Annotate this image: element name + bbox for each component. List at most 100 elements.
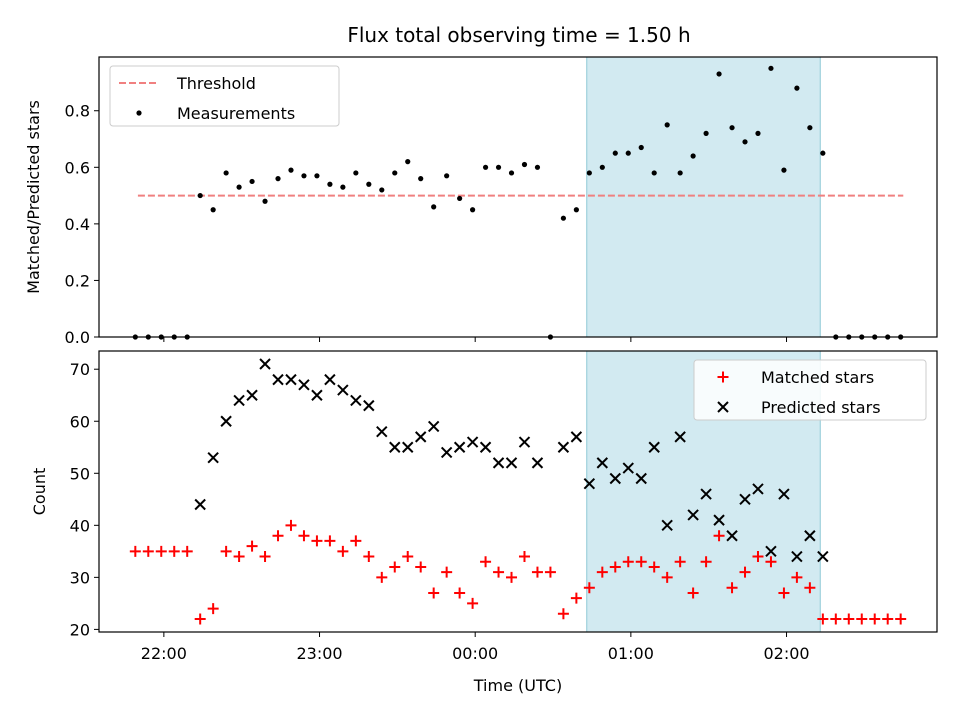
data-point [664,122,670,128]
data-point [521,161,528,168]
data-point [518,551,530,563]
data-point [495,164,502,170]
data-point [493,566,505,578]
data-point [340,184,346,190]
y-tick-label: 0.0 [65,328,90,347]
observing-window-span [586,56,821,338]
data-point [428,587,440,599]
x-tick-label: 22:00 [141,644,187,663]
y-tick-label: 40 [70,516,90,535]
x-tick-label: 00:00 [452,644,498,663]
data-point [599,164,605,170]
data-point [674,556,686,568]
data-point [794,85,800,91]
data-point [324,373,336,386]
data-point [869,613,881,625]
data-point [301,173,307,179]
data-point [752,551,764,563]
data-point [220,415,232,427]
data-point [791,550,803,563]
data-point [713,514,725,526]
data-point [479,441,492,453]
data-point [482,164,489,170]
legend-box [693,359,927,421]
data-point [700,556,712,568]
data-point [181,545,193,557]
data-point [778,488,790,500]
data-point [817,613,829,625]
data-point [197,192,203,199]
legend-plus-swatch [717,371,729,383]
data-point [350,394,362,407]
data-point [612,150,618,156]
data-point [596,566,608,578]
data-point [236,184,242,190]
axes-frame [98,350,938,633]
data-point [350,535,362,547]
data-point [661,571,673,583]
y-tick-label: 0.4 [65,215,90,234]
series-predicted-stars [194,358,829,563]
data-point [389,441,401,453]
data-point [469,207,476,213]
data-point [518,436,531,448]
data-point [700,488,712,500]
data-point [778,587,790,599]
data-point [220,545,232,557]
series-matched-stars [129,519,907,625]
x-tick-label: 01:00 [608,644,654,663]
y-tick-label: 50 [70,464,90,483]
data-point [285,519,297,531]
data-point [233,551,245,563]
legend-label: Matched stars [761,368,874,387]
data-point [648,441,660,453]
data-point [742,139,748,145]
data-point [492,457,505,469]
data-point [674,431,686,443]
data-point [389,561,401,573]
data-point [765,556,777,568]
y-tick-label: 20 [70,620,90,639]
data-point [402,441,414,453]
data-point [366,181,372,187]
data-point [142,545,154,557]
data-point [586,170,592,176]
data-point [687,587,699,599]
y-tick-label: 0.2 [65,271,90,290]
data-point [648,561,660,573]
data-point [275,176,281,182]
bottom-panel: 20 30 40 50 60 70 22:00 23:00 00:00 01:00 02:00 Cou… [30,350,938,695]
data-point [557,608,569,620]
data-point [651,170,657,176]
data-point [807,125,813,131]
legend-x-swatch [717,401,729,413]
legend-box [109,65,340,127]
data-point [363,399,375,412]
y-tick-label: 0.8 [65,102,90,121]
y-tick-label: 60 [70,412,90,431]
data-point [210,207,216,213]
data-point [314,173,320,179]
x-axis-label: Time (UTC) [473,676,562,695]
data-point [207,603,219,615]
data-point [480,556,492,568]
data-point [882,613,894,625]
data-point [505,457,518,469]
data-point [298,530,310,542]
data-point [726,582,738,594]
data-point [687,509,699,521]
data-point [376,571,388,583]
data-point [272,373,284,386]
data-point [466,436,479,448]
data-point [155,545,167,557]
top-panel: 0.0 0.2 0.4 0.6 0.8 Matched/Predicted stars Th… [24,56,938,347]
data-point [288,167,294,173]
data-point [729,125,735,131]
data-point [324,535,336,547]
legend-label: Threshold [176,74,256,93]
data-point [570,592,582,604]
data-point [249,178,255,185]
data-point [804,582,816,594]
data-point [194,613,206,625]
data-point [635,556,647,568]
